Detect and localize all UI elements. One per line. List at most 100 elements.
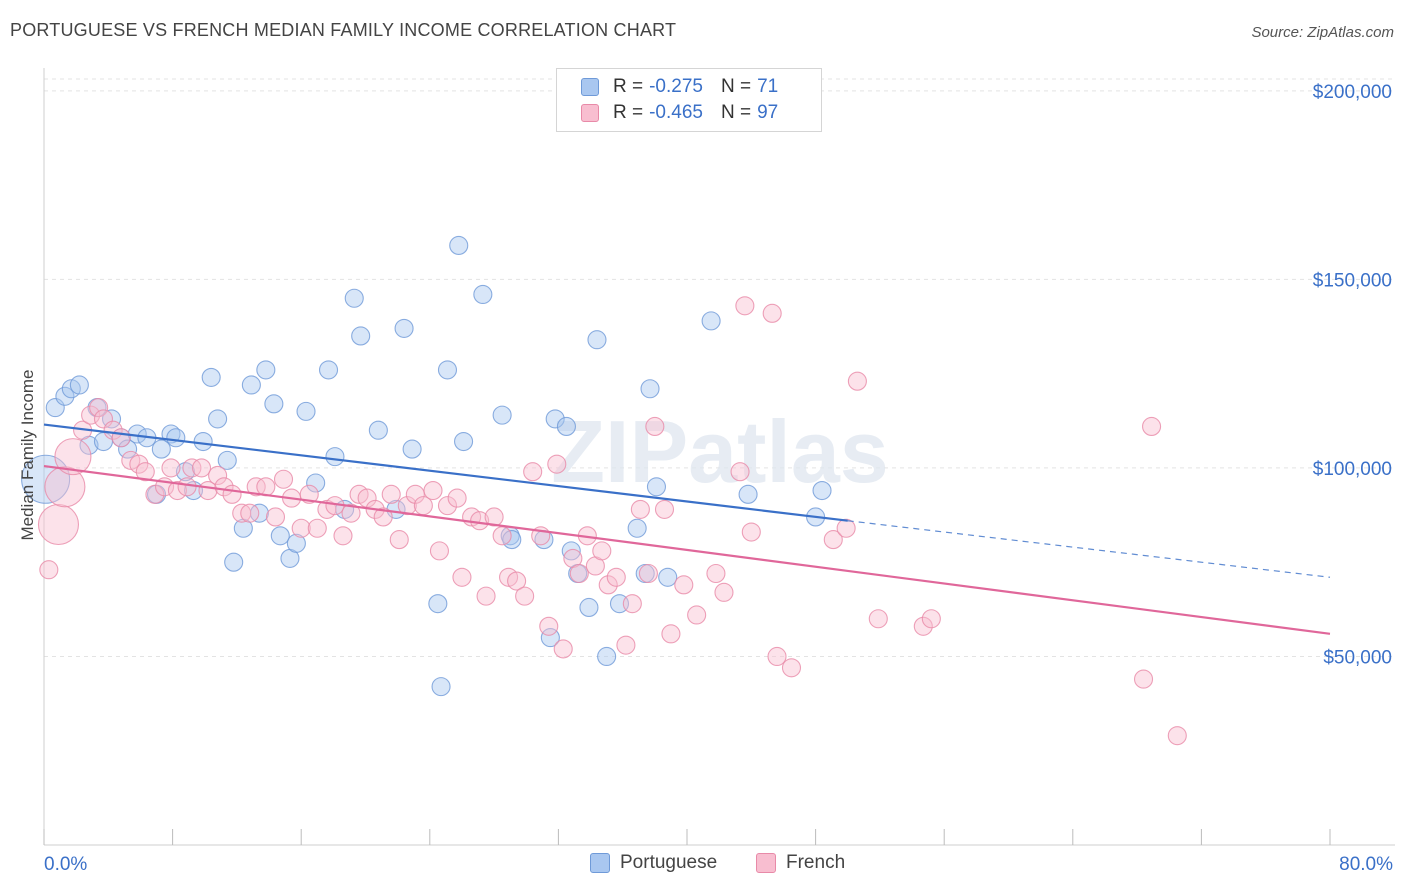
french-point <box>167 481 187 501</box>
french-point <box>539 616 559 636</box>
portuguese-point <box>318 360 339 380</box>
french-point <box>177 477 197 497</box>
french-point <box>598 575 618 595</box>
french-point <box>523 462 543 482</box>
portuguese-point <box>449 235 469 256</box>
french-point <box>129 454 149 474</box>
french-point <box>182 458 202 478</box>
r-label: R = <box>613 102 644 123</box>
french-point <box>687 605 707 625</box>
portuguese-point <box>201 367 221 387</box>
french-point <box>630 499 650 519</box>
trend-lines <box>43 423 1331 635</box>
portuguese-point <box>394 318 414 338</box>
french-point <box>44 466 86 508</box>
french-point <box>507 571 527 591</box>
portuguese-point <box>270 526 290 546</box>
french-point <box>741 522 761 542</box>
french-point <box>265 507 286 527</box>
portuguese-point <box>118 439 138 459</box>
french-point <box>54 438 92 476</box>
portuguese-point <box>241 375 261 395</box>
source-label: Source: ZipAtlas.com <box>1251 24 1394 41</box>
french-point <box>246 477 266 497</box>
portuguese-point <box>325 447 345 467</box>
portuguese-point <box>587 330 607 350</box>
correlation-legend: R = -0.275 N = 71 R = -0.465 N = 97 <box>556 68 822 132</box>
french-point <box>492 526 512 546</box>
french-point <box>913 616 933 636</box>
french-point <box>706 563 726 584</box>
n-value: 71 <box>757 76 779 97</box>
french-point <box>654 499 675 519</box>
n-label: N = <box>720 102 752 123</box>
french-point <box>397 496 417 516</box>
french-point <box>240 503 260 523</box>
data-points <box>21 235 1187 746</box>
portuguese-point <box>166 428 186 448</box>
portuguese-point <box>151 439 171 459</box>
french-point <box>452 567 472 587</box>
french-point <box>569 563 589 584</box>
french-point <box>389 530 409 550</box>
legend-label-french: French <box>786 852 846 873</box>
portuguese-point <box>368 420 388 440</box>
french-point <box>730 462 750 482</box>
french-point <box>222 484 242 504</box>
french-point <box>714 582 734 602</box>
french-point <box>592 541 612 561</box>
french-point <box>191 458 212 478</box>
french-point <box>638 563 658 584</box>
french-point <box>373 507 393 527</box>
legend-item-french[interactable]: French <box>756 852 845 874</box>
portuguese-point <box>640 379 660 399</box>
portuguese-point <box>738 484 758 504</box>
series-legend: Portuguese French <box>0 852 1406 876</box>
french-point <box>616 635 636 655</box>
french-point <box>145 484 165 504</box>
french-point <box>1167 726 1187 746</box>
french-point <box>135 462 155 482</box>
french-point <box>103 420 123 440</box>
french-point <box>273 469 294 489</box>
y-tick-label: $200,000 <box>1313 82 1392 103</box>
watermark: ZIPatlas <box>551 402 888 501</box>
french-point <box>476 586 496 606</box>
french-point <box>232 503 252 523</box>
axes <box>43 68 1395 846</box>
french-trend-line <box>43 464 1331 635</box>
french-point <box>341 503 361 523</box>
portuguese-point <box>193 431 213 452</box>
n-value: 97 <box>757 102 779 123</box>
portuguese-point <box>701 311 721 331</box>
french-point <box>291 518 311 538</box>
french-point <box>547 454 567 474</box>
portuguese-point <box>812 481 832 501</box>
french-point <box>1133 669 1154 689</box>
x-tick-label: 80.0% <box>1339 854 1393 875</box>
portuguese-point <box>286 533 306 553</box>
r-value: -0.465 <box>649 102 703 123</box>
y-tick-label: $150,000 <box>1313 270 1392 291</box>
portuguese-point <box>224 552 244 572</box>
portuguese-point <box>492 405 512 425</box>
french-point <box>299 484 319 504</box>
portuguese-point <box>256 360 276 380</box>
french-point <box>781 658 802 678</box>
portuguese-point <box>431 677 451 697</box>
french-point <box>447 488 467 508</box>
french-point <box>381 484 401 504</box>
french-point <box>307 518 327 538</box>
french-point <box>735 296 755 316</box>
french-point <box>767 646 787 667</box>
legend-item-portuguese[interactable]: Portuguese <box>590 852 717 874</box>
french-point <box>836 518 856 538</box>
french-point <box>423 481 443 501</box>
portuguese-point <box>658 567 678 587</box>
legend-swatch-portuguese <box>581 78 599 96</box>
french-point <box>515 586 535 606</box>
french-point <box>161 458 181 478</box>
portuguese-point <box>306 473 326 493</box>
french-point <box>661 624 681 644</box>
